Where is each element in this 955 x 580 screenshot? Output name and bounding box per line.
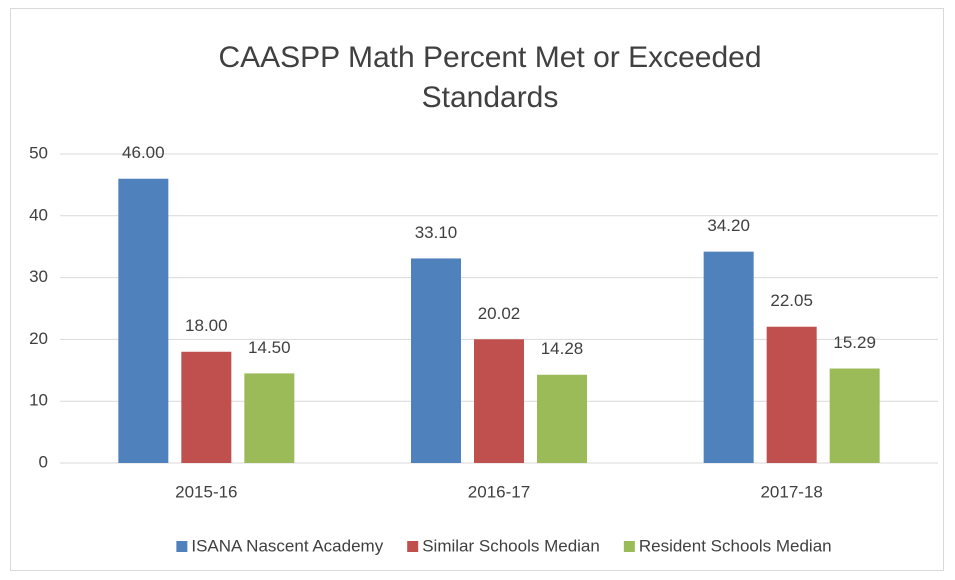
bar: [118, 178, 169, 463]
x-tick-label: 2017-18: [760, 482, 822, 501]
data-label: 46.00: [122, 143, 165, 162]
legend-label: Resident Schools Median: [639, 536, 832, 555]
data-label: 34.20: [707, 216, 750, 235]
bar: [537, 374, 587, 463]
legend-item: ISANA Nascent Academy: [176, 536, 384, 555]
data-label: 22.05: [770, 291, 813, 310]
data-label: 20.02: [478, 304, 521, 323]
legend-label: ISANA Nascent Academy: [191, 536, 383, 555]
y-tick-label: 0: [39, 452, 48, 471]
legend-item: Similar Schools Median: [407, 536, 600, 555]
legend-item: Resident Schools Median: [623, 536, 832, 555]
chart-frame: [10, 8, 944, 571]
bar: [411, 258, 461, 463]
bar: [181, 351, 232, 463]
bar: [474, 339, 524, 463]
y-tick-label: 50: [29, 143, 48, 162]
y-tick-label: 30: [29, 267, 48, 286]
bar: [766, 326, 817, 463]
bar: [829, 368, 880, 463]
data-label: 14.50: [248, 338, 291, 357]
data-label: 14.28: [541, 339, 584, 358]
legend-swatch: [176, 541, 188, 552]
data-label: 15.29: [833, 333, 876, 352]
legend-swatch: [407, 541, 419, 552]
bar: [244, 373, 295, 463]
bar: [703, 251, 754, 463]
legend-swatch: [623, 541, 635, 552]
chart-title: CAASPP Math Percent Met or Exceeded Stan…: [218, 41, 762, 114]
legend-label: Similar Schools Median: [422, 536, 600, 555]
y-tick-label: 40: [29, 205, 48, 224]
data-label: 33.10: [415, 223, 458, 242]
x-tick-label: 2016-17: [468, 482, 530, 501]
data-label: 18.00: [185, 316, 228, 335]
x-tick-label: 2015-16: [175, 482, 237, 501]
y-tick-label: 20: [29, 329, 48, 348]
y-tick-label: 10: [29, 391, 48, 410]
